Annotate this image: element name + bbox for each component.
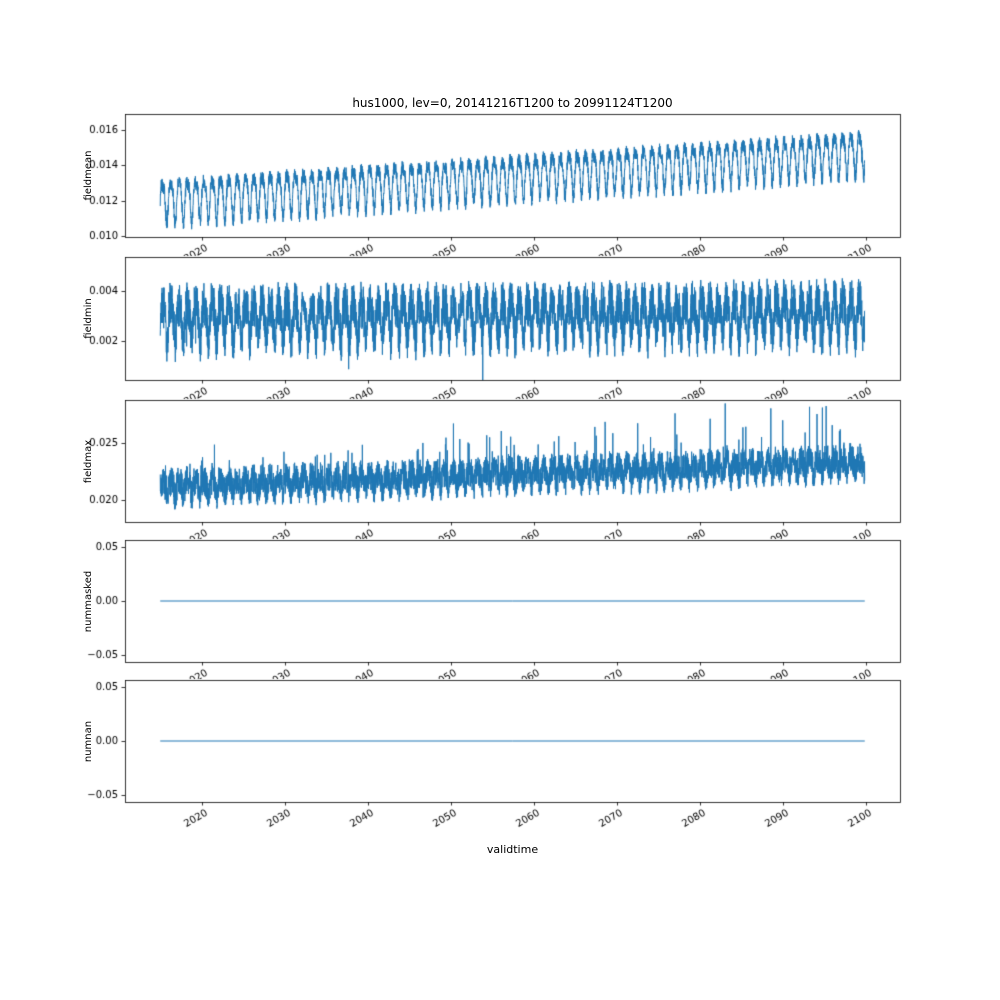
ylabel-numnan: numnan [82, 720, 94, 762]
ylabel-fieldmax: fieldmax [82, 439, 94, 483]
ylabel-fieldmean: fieldmean [82, 150, 94, 201]
xlabel-validtime: validtime [486, 843, 539, 856]
ylabel-fieldmin: fieldmin [82, 298, 94, 339]
ylabel-nummasked: nummasked [82, 570, 94, 632]
figure-title: hus1000, lev=0, 20141216T1200 to 2099112… [352, 96, 673, 110]
